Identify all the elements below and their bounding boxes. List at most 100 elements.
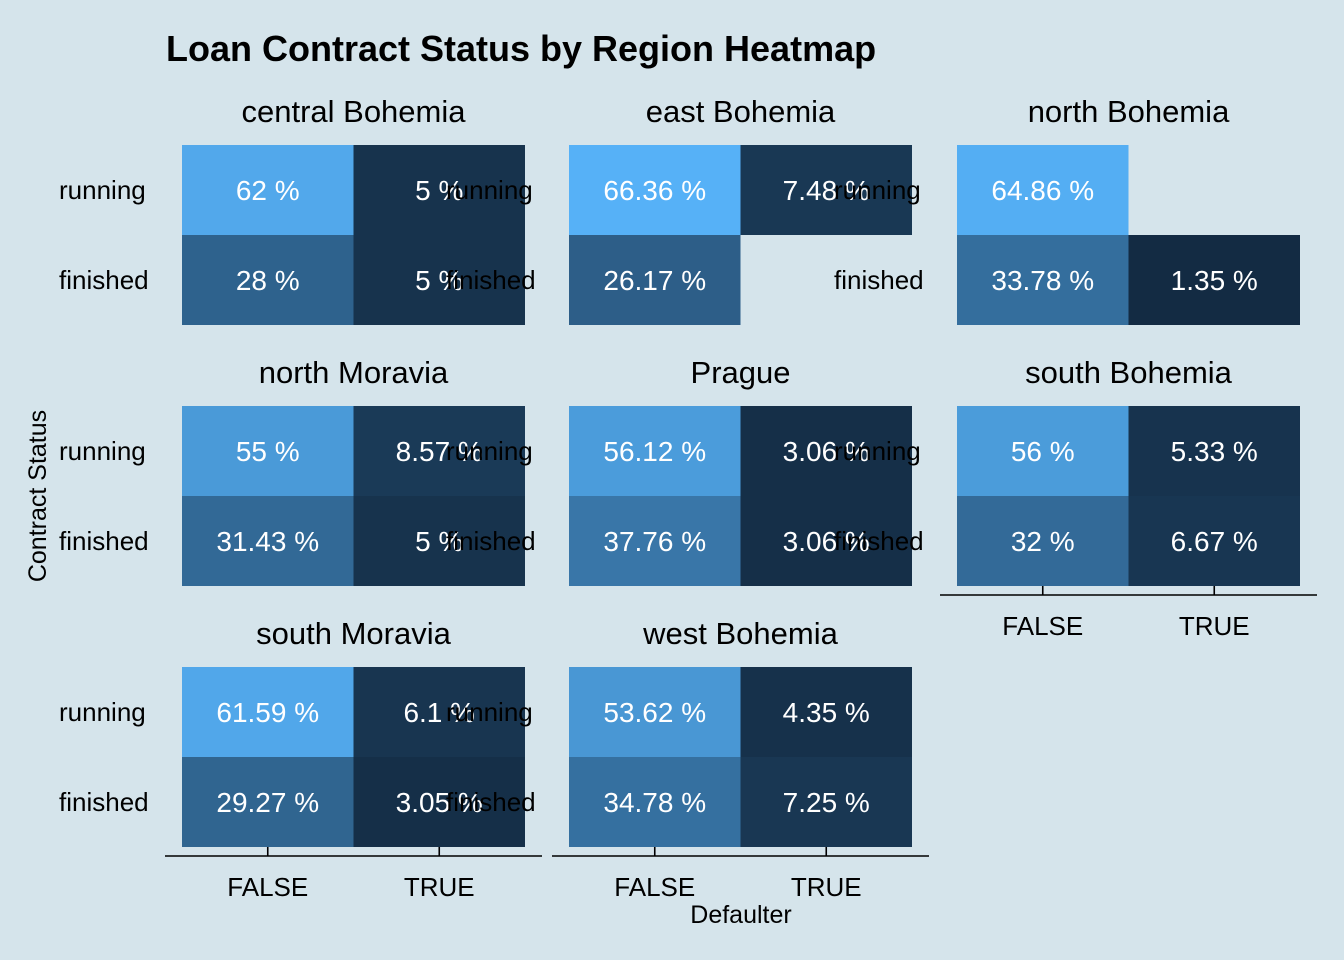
cell-value-label: 7.25 % <box>783 787 870 818</box>
x-axis-title: Defaulter <box>690 901 791 929</box>
heatmap-cell <box>569 496 741 586</box>
x-tick-label: FALSE <box>614 872 695 902</box>
cell-value-label: 62 % <box>236 175 300 206</box>
heatmap-cell <box>353 667 525 757</box>
heatmap-cell <box>957 496 1129 586</box>
heatmap-cell <box>353 145 525 235</box>
y-tick-label: running <box>446 436 533 466</box>
heatmap-cell <box>353 496 525 586</box>
cell-value-label: 31.43 % <box>216 526 319 557</box>
x-tick-label: TRUE <box>791 872 862 902</box>
panel-east-bohemia: east Bohemia running finished 66.36 % 7.48 %… <box>446 94 912 325</box>
panel-central-bohemia: central Bohemia running finished 62 % 5 % 28 … <box>59 94 525 325</box>
heatmap-cell <box>1128 406 1300 496</box>
heatmap-cell <box>740 496 912 586</box>
panel-title: south Moravia <box>256 616 451 651</box>
heatmap-cell <box>569 235 741 325</box>
cell-value-label: 32 % <box>1011 526 1075 557</box>
panel-title: Prague <box>691 355 791 390</box>
y-tick-label: running <box>59 436 146 466</box>
y-tick-label: running <box>446 697 533 727</box>
heatmap-cell <box>353 235 525 325</box>
panel-title: north Bohemia <box>1028 94 1230 129</box>
heatmap-cell <box>957 235 1129 325</box>
cell-value-label: 1.35 % <box>1171 265 1258 296</box>
x-tick-label: FALSE <box>227 872 308 902</box>
heatmap-cell <box>1128 496 1300 586</box>
heatmap-cell <box>569 145 741 235</box>
panel-title: west Bohemia <box>642 616 838 651</box>
cell-value-label: 33.78 % <box>991 265 1094 296</box>
heatmap-cell <box>182 757 354 847</box>
panel-south-moravia: south Moravia running finished 61.59 % 6.1 %… <box>59 616 542 902</box>
panel-title: east Bohemia <box>646 94 836 129</box>
heatmap-cell <box>182 406 354 496</box>
cell-value-label: 61.59 % <box>216 697 319 728</box>
facet-panels: central Bohemia running finished 62 % 5 % 28 … <box>59 94 1317 902</box>
panel-north-bohemia: north Bohemia running finished 64.86 % 33.78… <box>834 94 1300 325</box>
y-tick-label: finished <box>446 265 536 295</box>
panel-west-bohemia: west Bohemia running finished 53.62 % 4.35 %… <box>446 616 929 902</box>
y-tick-label: finished <box>834 526 924 556</box>
x-tick-label: TRUE <box>404 872 475 902</box>
cell-value-label: 3.06 % <box>783 436 870 467</box>
y-axis-title: Contract Status <box>24 410 52 582</box>
heatmap-cell <box>569 757 741 847</box>
cell-value-label: 5 % <box>415 175 463 206</box>
cell-value-label: 3.06 % <box>783 526 870 557</box>
cell-value-label: 66.36 % <box>603 175 706 206</box>
cell-value-label: 55 % <box>236 436 300 467</box>
cell-value-label: 28 % <box>236 265 300 296</box>
cell-value-label: 37.76 % <box>603 526 706 557</box>
x-tick-label: FALSE <box>1002 611 1083 641</box>
y-tick-label: running <box>834 175 921 205</box>
cell-value-label: 64.86 % <box>991 175 1094 206</box>
panel-title: north Moravia <box>259 355 449 390</box>
cell-value-label: 7.48 % <box>783 175 870 206</box>
heatmap-cell <box>569 406 741 496</box>
y-tick-label: running <box>834 436 921 466</box>
panel-prague: Prague running finished 56.12 % 3.06 % 37.76 … <box>446 355 912 586</box>
cell-value-label: 5.33 % <box>1171 436 1258 467</box>
cell-value-label: 56.12 % <box>603 436 706 467</box>
panel-title: central Bohemia <box>241 94 466 129</box>
heatmap-cell <box>569 667 741 757</box>
y-tick-label: running <box>446 175 533 205</box>
panel-north-moravia: north Moravia running finished 55 % 8.57 % 31… <box>59 355 525 586</box>
cell-value-label: 6.67 % <box>1171 526 1258 557</box>
chart-title: Loan Contract Status by Region Heatmap <box>166 28 876 69</box>
panel-south-bohemia: south Bohemia running finished 56 % 5.33 % 32… <box>834 355 1317 641</box>
y-tick-label: running <box>59 175 146 205</box>
heatmap-cell <box>353 757 525 847</box>
heatmap-cell <box>182 235 354 325</box>
y-tick-label: finished <box>59 265 149 295</box>
cell-value-label: 34.78 % <box>603 787 706 818</box>
cell-value-label: 29.27 % <box>216 787 319 818</box>
y-tick-label: finished <box>59 787 149 817</box>
heatmap-cell <box>740 145 912 235</box>
x-tick-label: TRUE <box>1179 611 1250 641</box>
y-tick-label: finished <box>446 526 536 556</box>
cell-value-label: 5 % <box>415 265 463 296</box>
heatmap-cell <box>740 667 912 757</box>
heatmap-cell <box>182 667 354 757</box>
cell-value-label: 56 % <box>1011 436 1075 467</box>
cell-value-label: 5 % <box>415 526 463 557</box>
cell-value-label: 8.57 % <box>396 436 483 467</box>
heatmap-cell <box>740 757 912 847</box>
heatmap-cell <box>1128 235 1300 325</box>
cell-value-label: 6.1 % <box>403 697 475 728</box>
heatmap-cell <box>740 406 912 496</box>
heatmap-cell <box>353 406 525 496</box>
y-tick-label: finished <box>834 265 924 295</box>
heatmap-cell <box>957 145 1129 235</box>
cell-value-label: 26.17 % <box>603 265 706 296</box>
cell-value-label: 3.05 % <box>396 787 483 818</box>
y-tick-label: finished <box>59 526 149 556</box>
heatmap-cell <box>182 145 354 235</box>
cell-value-label: 53.62 % <box>603 697 706 728</box>
panel-title: south Bohemia <box>1025 355 1233 390</box>
cell-value-label: 4.35 % <box>783 697 870 728</box>
y-tick-label: finished <box>446 787 536 817</box>
